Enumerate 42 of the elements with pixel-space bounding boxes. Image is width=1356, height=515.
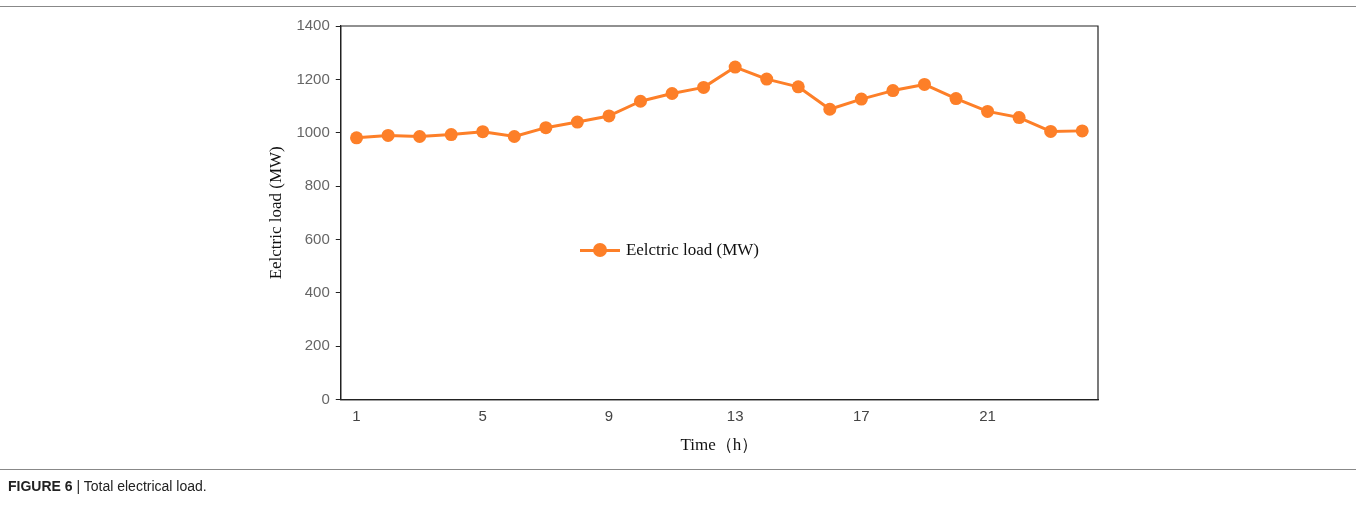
x-tick-label: 1 <box>352 406 361 424</box>
x-axis-title: Time（h） <box>680 435 759 455</box>
y-axis-title: Eelctric load (MW) <box>265 146 285 280</box>
x-tick-label: 17 <box>853 406 870 424</box>
point <box>728 60 742 74</box>
y-tick-label: 1400 <box>296 16 330 34</box>
point <box>476 125 490 139</box>
point <box>444 128 458 142</box>
y-tick-label: 800 <box>304 176 330 194</box>
point <box>1044 124 1058 138</box>
x-tick-label: 13 <box>726 406 744 424</box>
y-tick-label: 400 <box>304 283 330 300</box>
point <box>570 115 584 129</box>
point <box>1012 111 1026 125</box>
point <box>886 84 900 98</box>
point <box>634 94 648 108</box>
y-tick-label: 0 <box>321 389 330 407</box>
x-tick-label: 21 <box>979 406 996 424</box>
y-tick-label: 600 <box>304 229 330 247</box>
x-tick-label: 9 <box>604 406 614 424</box>
y-tick-label: 1000 <box>296 122 330 140</box>
point <box>791 80 805 94</box>
point <box>760 72 774 86</box>
point <box>1075 124 1089 138</box>
point <box>917 77 931 91</box>
point <box>823 102 837 116</box>
point <box>697 80 711 94</box>
point <box>665 87 679 101</box>
point <box>539 121 553 135</box>
point <box>413 129 427 143</box>
point <box>981 104 995 118</box>
caption: FIGURE 6 | Total electrical load. <box>8 478 207 494</box>
point <box>602 109 616 123</box>
legend-label: Eelctric load (MW) <box>625 240 759 261</box>
point <box>350 131 364 145</box>
y-tick-label: 1200 <box>296 69 330 87</box>
point <box>854 92 868 106</box>
point <box>949 92 963 106</box>
point <box>507 129 521 143</box>
y-tick-label: 200 <box>304 336 330 354</box>
point <box>381 128 395 142</box>
x-tick-label: 5 <box>478 406 487 424</box>
